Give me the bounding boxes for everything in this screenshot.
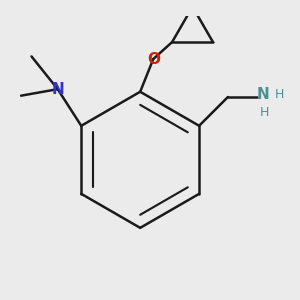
Text: N: N	[51, 82, 64, 97]
Text: N: N	[257, 87, 269, 102]
Text: H: H	[259, 106, 269, 119]
Text: O: O	[147, 52, 160, 67]
Text: H: H	[275, 88, 284, 101]
